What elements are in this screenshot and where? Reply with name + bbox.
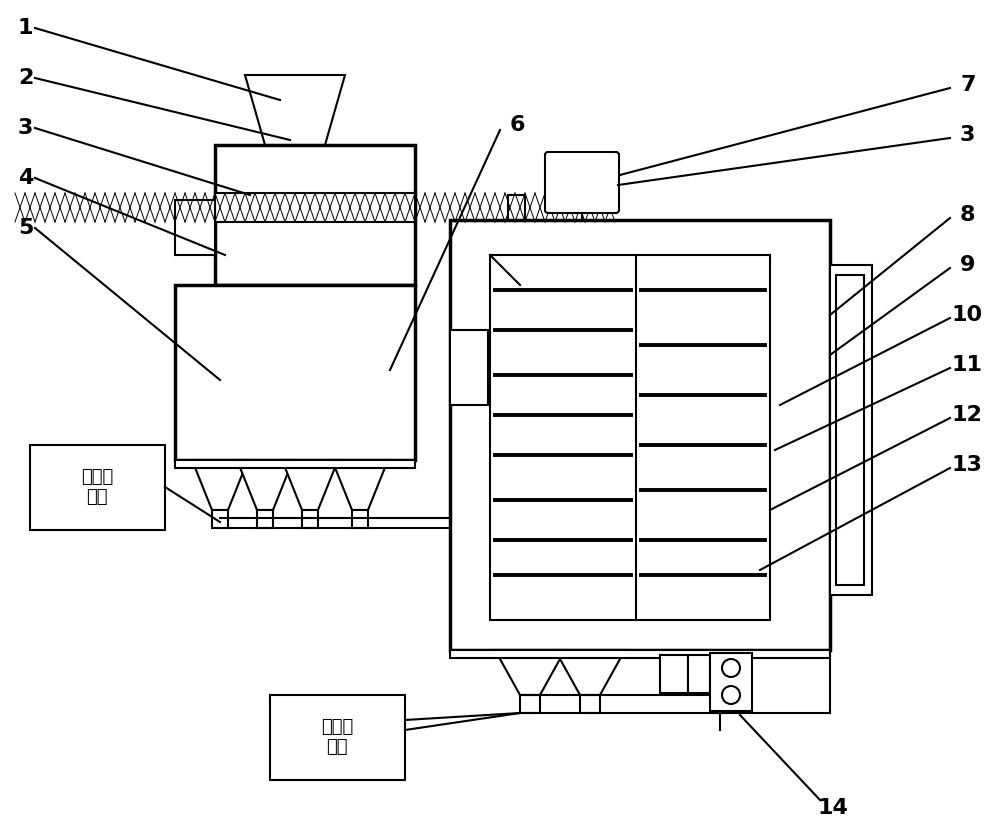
Bar	[710, 653, 752, 711]
Bar	[580, 695, 600, 713]
Text: 11: 11	[952, 355, 983, 375]
Bar	[175, 200, 215, 255]
Text: 8: 8	[960, 205, 976, 225]
Bar	[450, 220, 830, 650]
Polygon shape	[282, 460, 338, 510]
Text: 13: 13	[952, 455, 983, 475]
Bar	[688, 655, 710, 693]
Text: 9: 9	[960, 255, 975, 275]
Text: 6: 6	[510, 115, 526, 135]
Polygon shape	[495, 650, 565, 695]
Polygon shape	[237, 460, 293, 510]
Text: 3: 3	[18, 118, 33, 138]
Circle shape	[722, 659, 740, 677]
Bar	[490, 255, 770, 620]
Text: 4: 4	[18, 168, 33, 188]
Bar	[450, 330, 488, 405]
Polygon shape	[245, 75, 345, 145]
Text: 10: 10	[952, 305, 983, 325]
Bar	[836, 275, 864, 585]
Bar	[257, 510, 273, 528]
Bar	[215, 145, 415, 285]
Bar	[830, 265, 872, 595]
Polygon shape	[192, 460, 248, 510]
Bar	[520, 695, 540, 713]
FancyBboxPatch shape	[545, 152, 619, 213]
Text: 14: 14	[818, 798, 849, 818]
Text: 12: 12	[952, 405, 983, 425]
Bar	[302, 510, 318, 528]
Bar	[30, 445, 165, 530]
Text: 3: 3	[960, 125, 975, 145]
Bar	[215, 193, 415, 222]
Circle shape	[722, 686, 740, 704]
Text: 2: 2	[18, 68, 33, 88]
Bar	[352, 510, 368, 528]
Bar	[175, 460, 415, 468]
Bar	[175, 285, 415, 460]
Bar	[212, 510, 228, 528]
Bar	[450, 650, 830, 658]
Text: 7: 7	[960, 75, 976, 95]
Polygon shape	[555, 650, 625, 695]
Text: 1: 1	[18, 18, 34, 38]
Text: 超声频
电源: 超声频 电源	[81, 468, 113, 507]
Bar	[270, 695, 405, 780]
Text: 超声频
电源: 超声频 电源	[321, 718, 353, 756]
Bar	[660, 655, 688, 693]
Text: 5: 5	[18, 218, 33, 238]
Polygon shape	[332, 460, 388, 510]
